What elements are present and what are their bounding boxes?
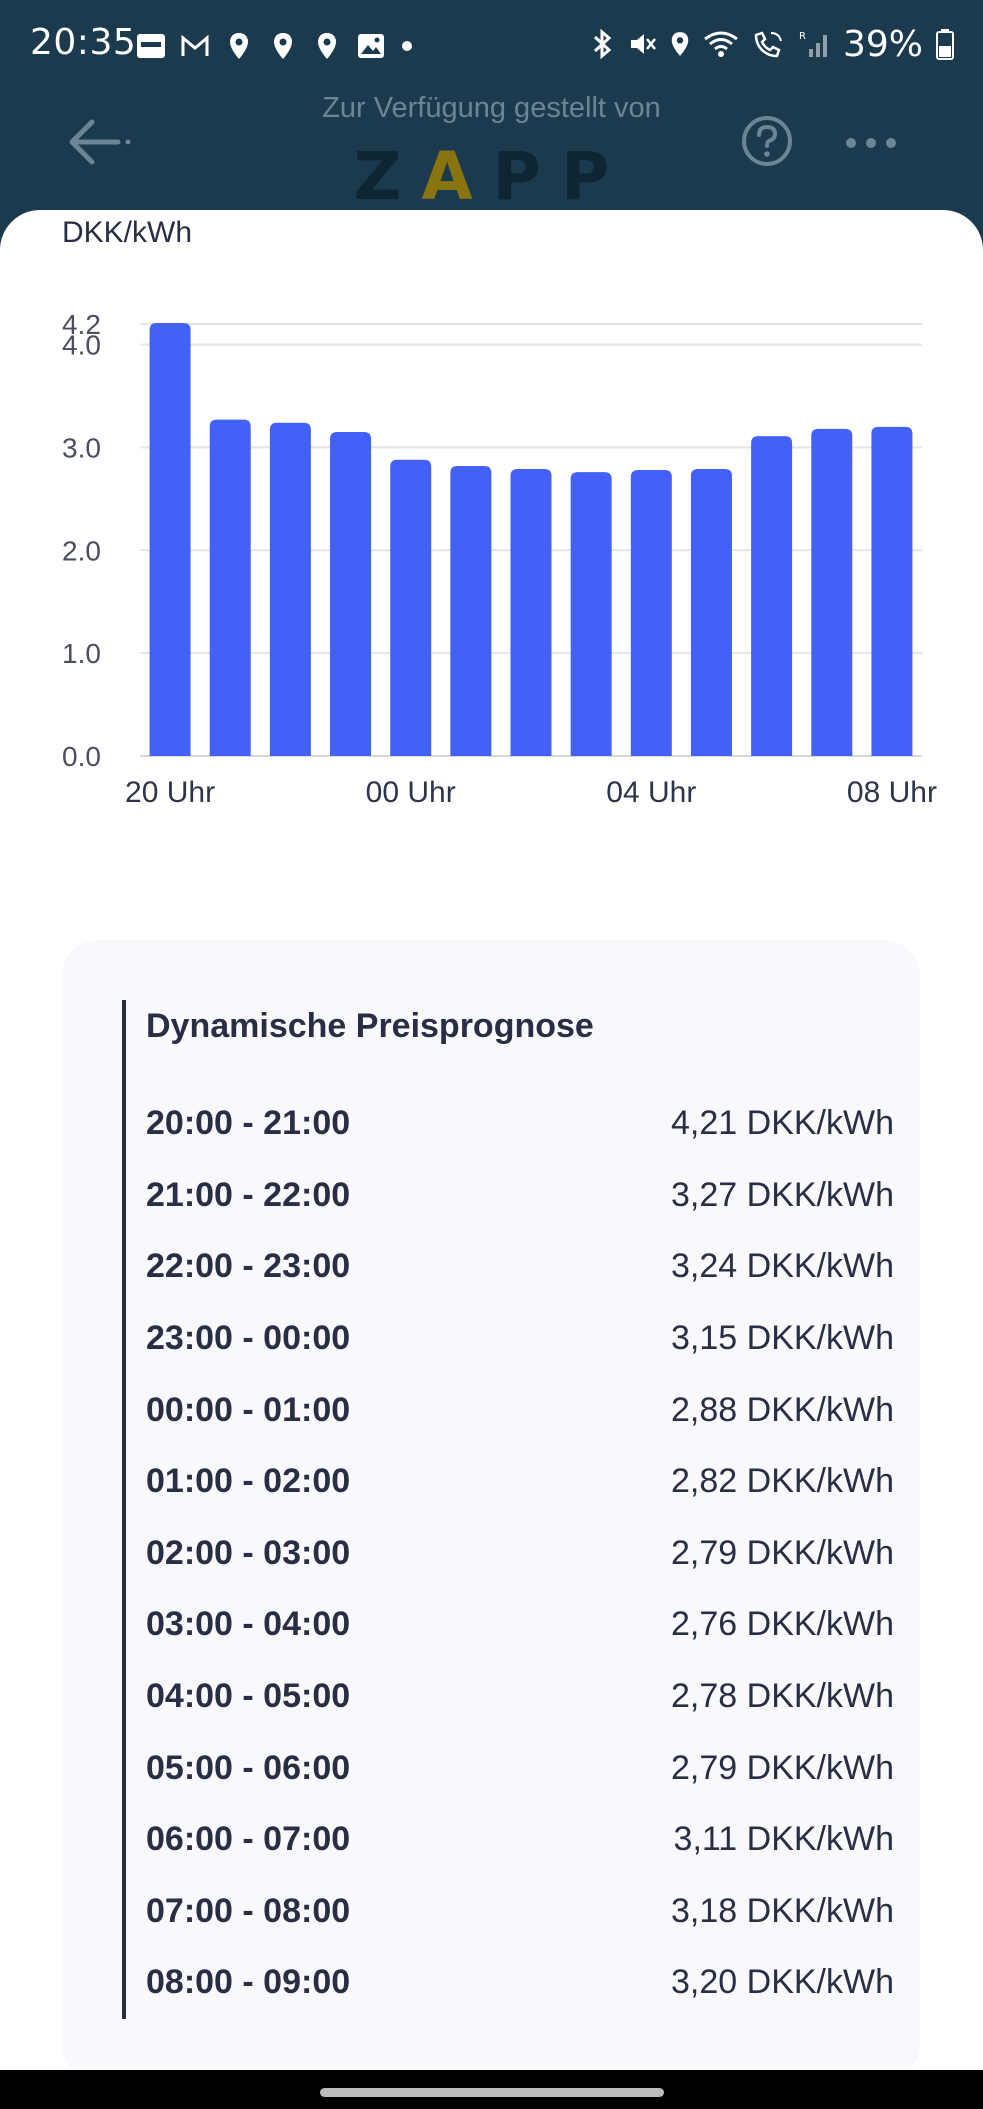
price-row: 05:00 - 06:00 2,79 DKK/kWh [146, 1732, 906, 1804]
status-time: 20:35 [30, 22, 137, 63]
chart-bar[interactable] [630, 470, 672, 756]
price-row-value: 2,79 DKK/kWh [671, 1533, 894, 1572]
more-notifications-icon [402, 41, 412, 51]
price-row: 00:00 - 01:00 2,88 DKK/kWh [146, 1374, 906, 1446]
price-row-time: 01:00 - 02:00 [146, 1462, 351, 1501]
price-row-time: 23:00 - 00:00 [146, 1319, 351, 1358]
price-row: 21:00 - 22:00 3,27 DKK/kWh [146, 1160, 906, 1232]
price-row-time: 22:00 - 23:00 [146, 1247, 351, 1286]
chart-bar[interactable] [510, 469, 552, 756]
price-forecast-content: Dynamische Preisprognose 20:00 - 21:00 4,… [122, 1000, 906, 2019]
home-gesture-handle[interactable] [320, 2088, 664, 2097]
price-row: 23:00 - 00:00 3,15 DKK/kWh [146, 1303, 906, 1375]
system-icons: R 39% [589, 23, 955, 65]
price-row-value: 2,82 DKK/kWh [671, 1462, 894, 1501]
price-row-time: 03:00 - 04:00 [146, 1605, 351, 1644]
price-row-time: 04:00 - 05:00 [146, 1677, 351, 1716]
system-navigation-bar [0, 2070, 983, 2109]
price-row-value: 3,15 DKK/kWh [671, 1319, 894, 1358]
chart-bar[interactable] [269, 422, 311, 756]
back-arrow-icon[interactable] [66, 112, 136, 172]
x-tick-label: 04 Uhr [606, 776, 696, 809]
price-row-value: 2,76 DKK/kWh [671, 1605, 894, 1644]
location-icon [318, 33, 336, 59]
mute-icon [630, 34, 656, 54]
price-row-time: 08:00 - 09:00 [146, 1963, 351, 2002]
chart-y-axis-label: DKK/kWh [62, 216, 193, 249]
price-row-time: 06:00 - 07:00 [146, 1820, 351, 1859]
price-row-value: 3,24 DKK/kWh [671, 1247, 894, 1286]
chart-bar[interactable] [751, 436, 793, 756]
x-tick-label: 20 Uhr [125, 776, 215, 809]
y-tick-label: 0.0 [62, 741, 101, 772]
chart-bar[interactable] [570, 472, 612, 756]
chart-bar[interactable] [209, 419, 251, 756]
price-row: 02:00 - 03:00 2,79 DKK/kWh [146, 1518, 906, 1590]
price-row: 03:00 - 04:00 2,76 DKK/kWh [146, 1589, 906, 1661]
y-tick-label: 1.0 [62, 638, 101, 669]
help-circle-icon[interactable] [740, 114, 794, 168]
provided-by-text: Zur Verfügung gestellt von [322, 92, 661, 124]
content-sheet: DKK/kWh 0.0 1.0 2.0 3.0 4.0 4.2 20 Uhr 00 Uhr 04… [0, 210, 983, 2070]
chart-bar[interactable] [149, 322, 191, 756]
price-row-value: 3,20 DKK/kWh [671, 1963, 894, 2002]
price-row-time: 07:00 - 08:00 [146, 1891, 351, 1930]
notification-icons [136, 26, 414, 66]
price-row-time: 21:00 - 22:00 [146, 1175, 351, 1214]
y-tick-label: 3.0 [62, 432, 101, 463]
price-row-value: 2,78 DKK/kWh [671, 1677, 894, 1716]
chart-bar[interactable] [390, 459, 432, 756]
bluetooth-icon [593, 28, 612, 60]
location-icon [230, 33, 248, 59]
y-tick-label: 2.0 [62, 535, 101, 566]
x-tick-label: 08 Uhr [847, 776, 937, 809]
price-row-value: 4,21 DKK/kWh [671, 1104, 894, 1143]
price-row: 20:00 - 21:00 4,21 DKK/kWh [146, 1088, 906, 1160]
y-tick-label: 4.2 [62, 309, 101, 340]
price-list: 20:00 - 21:00 4,21 DKK/kWh 21:00 - 22:00 3,… [146, 1088, 906, 2019]
price-row: 08:00 - 09:00 3,20 DKK/kWh [146, 1947, 906, 2019]
price-row-value: 3,27 DKK/kWh [671, 1175, 894, 1214]
price-row-value: 3,18 DKK/kWh [671, 1891, 894, 1930]
svg-text:R: R [799, 31, 806, 42]
y-tick-label: 4.0 [62, 330, 101, 361]
price-row-value: 3,11 DKK/kWh [673, 1820, 894, 1859]
kia-connect-icon [137, 34, 165, 58]
signal-icon: R [799, 31, 827, 57]
gmail-icon [181, 34, 209, 56]
battery-percentage: 39% [842, 23, 923, 65]
price-row: 04:00 - 05:00 2,78 DKK/kWh [146, 1661, 906, 1733]
price-forecast-title: Dynamische Preisprognose [146, 1007, 594, 1045]
price-row-value: 2,88 DKK/kWh [671, 1390, 894, 1429]
price-forecast-card: Dynamische Preisprognose 20:00 - 21:00 4,… [62, 940, 920, 2070]
price-row-time: 00:00 - 01:00 [146, 1390, 351, 1429]
chart-bar[interactable] [330, 432, 372, 756]
chart-bar[interactable] [690, 469, 732, 756]
price-row-time: 02:00 - 03:00 [146, 1533, 351, 1572]
price-row-time: 05:00 - 06:00 [146, 1748, 351, 1787]
gallery-icon [358, 34, 384, 58]
chart-bar[interactable] [811, 428, 853, 756]
price-row-time: 20:00 - 21:00 [146, 1104, 351, 1143]
app-header: Zur Verfügung gestellt von ZAPP [0, 88, 983, 215]
more-horizontal-icon[interactable] [842, 118, 900, 168]
price-row-value: 2,79 DKK/kWh [671, 1748, 894, 1787]
location-icon [671, 32, 689, 56]
wifi-icon [704, 31, 738, 57]
chart-bar[interactable] [871, 426, 913, 756]
zapp-logo: ZAPP [353, 138, 630, 215]
location-icon [274, 33, 292, 59]
wifi-call-icon [754, 31, 782, 58]
price-row: 07:00 - 08:00 3,18 DKK/kWh [146, 1876, 906, 1948]
battery-icon [936, 29, 954, 60]
price-bar-chart: 0.0 1.0 2.0 3.0 4.04.2 20 Uhr 00 Uhr 04 Uhr 08 U… [62, 309, 937, 809]
price-chart: DKK/kWh 0.0 1.0 2.0 3.0 4.0 4.2 20 Uhr 00 Uhr 04… [0, 210, 983, 850]
chart-bar[interactable] [450, 465, 492, 756]
price-row: 06:00 - 07:00 3,11 DKK/kWh [146, 1804, 906, 1876]
status-bar: 20:35 [0, 0, 983, 90]
price-row: 22:00 - 23:00 3,24 DKK/kWh [146, 1231, 906, 1303]
price-row: 01:00 - 02:00 2,82 DKK/kWh [146, 1446, 906, 1518]
x-tick-label: 00 Uhr [366, 776, 456, 809]
